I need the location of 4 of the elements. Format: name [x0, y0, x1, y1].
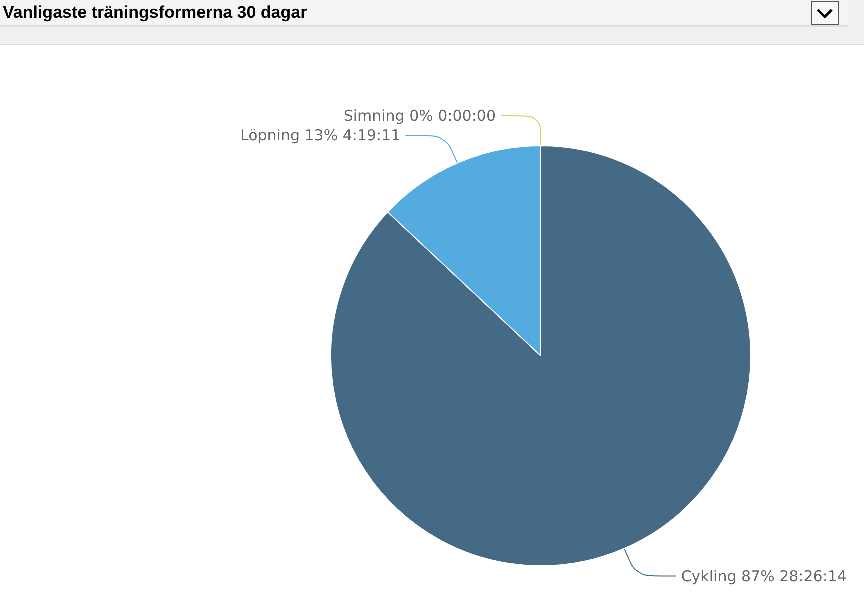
slice-label: Cykling 87% 28:26:14 — [681, 567, 847, 586]
category-label: Simning 0% 0:00:00 — [344, 107, 496, 125]
chart-title: Vanligaste träningsformerna 30 dagar — [2, 2, 308, 22]
slice-label: Löpning 13% 4:19:11 — [240, 126, 401, 145]
